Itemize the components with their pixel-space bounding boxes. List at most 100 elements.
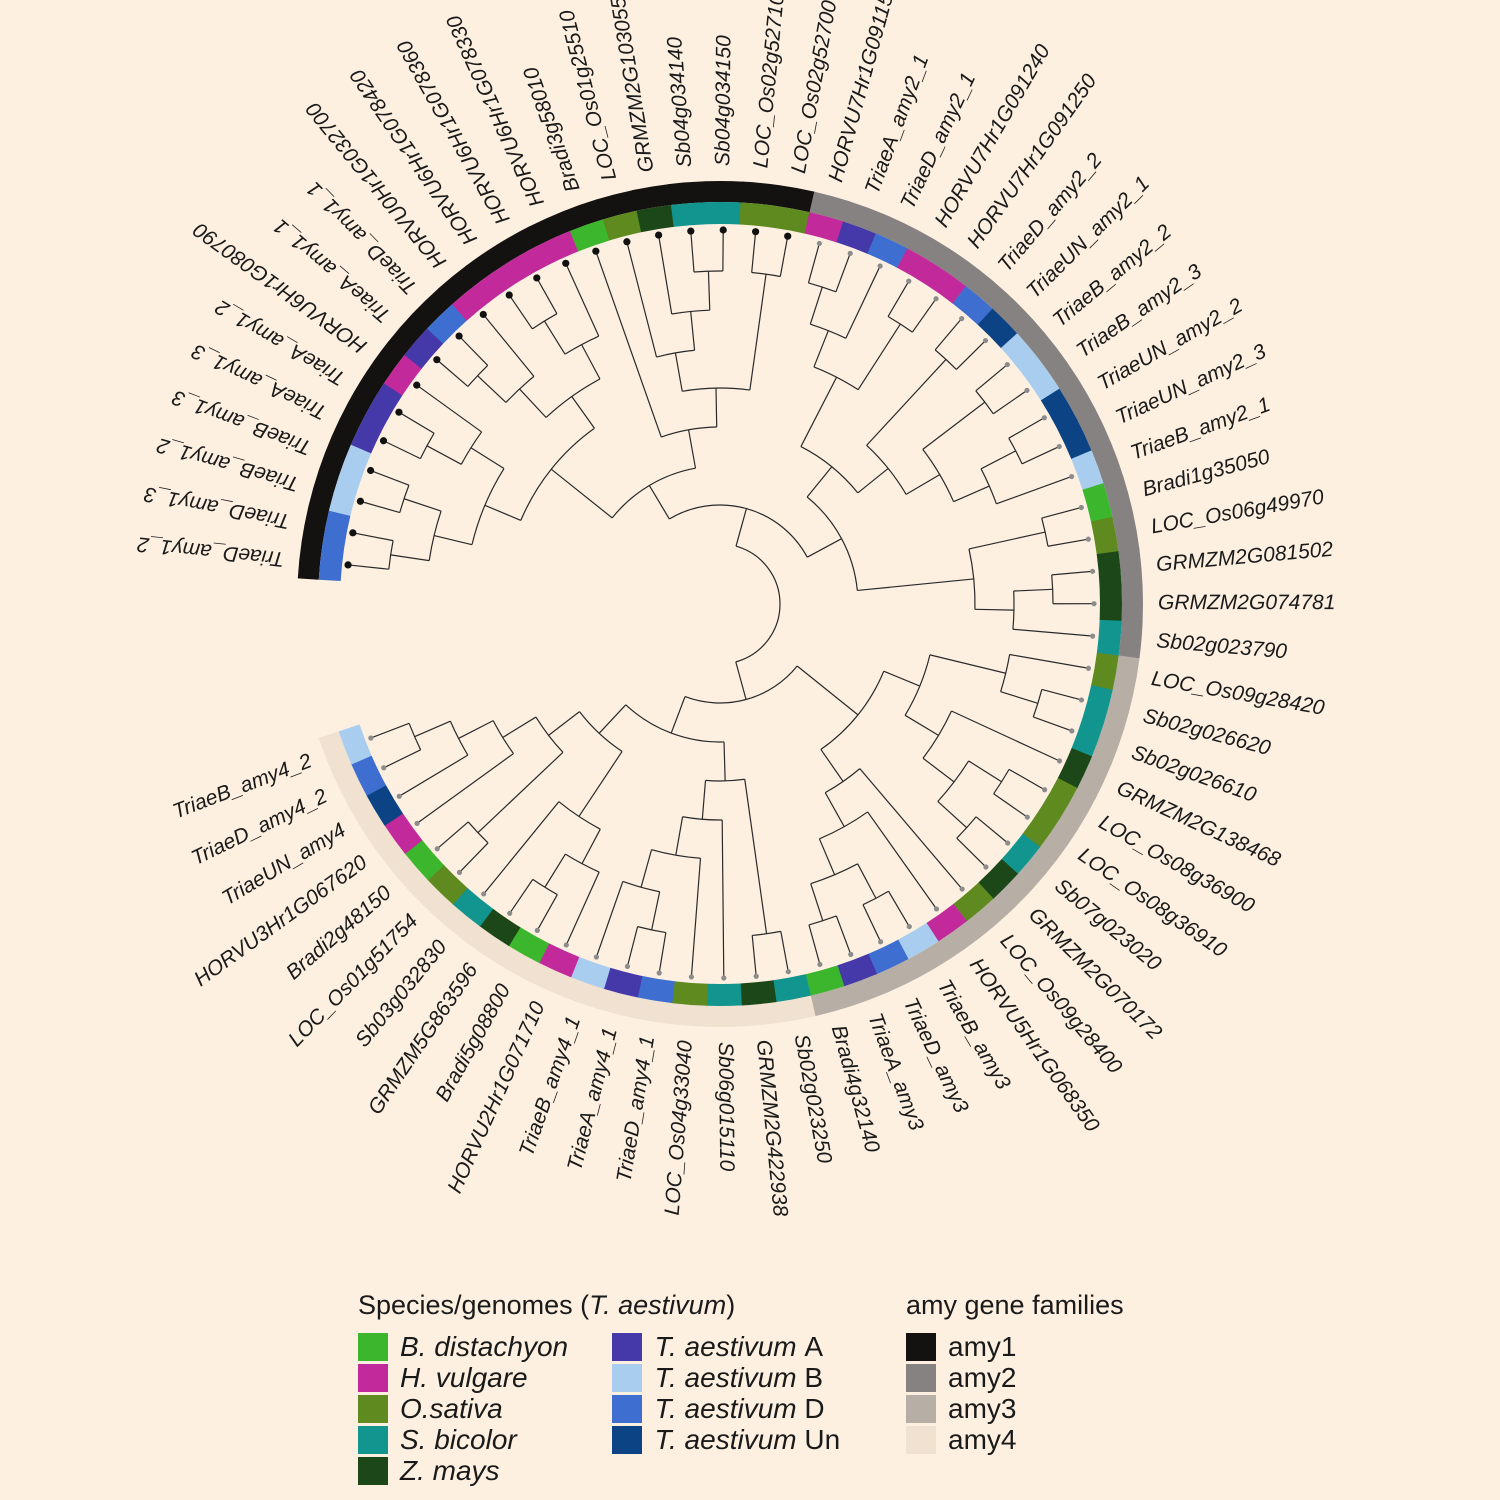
branch-arc: [449, 720, 469, 756]
tip-marker: [533, 274, 541, 282]
legend-item: T. aestivum Un: [612, 1424, 840, 1455]
family-cell-amy1: [411, 288, 453, 329]
family-cell-amy4: [331, 763, 367, 806]
branch: [1033, 716, 1074, 733]
family-cell-amy4: [529, 962, 572, 997]
branch: [779, 234, 789, 277]
family-cell-amy1: [438, 264, 480, 305]
branch: [426, 445, 462, 465]
family-cell-amy1: [347, 371, 385, 414]
tip-marker: [592, 247, 600, 255]
leaf-label: TriaeA_amy1_1: [269, 214, 395, 327]
branch-arc: [460, 431, 483, 465]
branch-arc: [467, 364, 489, 387]
family-cell-amy3: [907, 941, 950, 978]
tip-marker: [959, 315, 965, 322]
legend-label: T. aestivum: [654, 1423, 797, 1455]
leaf-label: GRMZM2G103055: [607, 0, 659, 174]
species-cell: [507, 245, 549, 282]
leaf-label: TriaeD_amy1_2: [136, 532, 286, 570]
tip-marker: [906, 278, 912, 284]
species-cell: [897, 922, 939, 960]
branch: [1047, 538, 1091, 547]
tip-marker: [479, 310, 487, 319]
family-cell-amy3: [810, 986, 851, 1017]
branch: [457, 334, 489, 366]
species-legend-col1: B. distachyon H. vulgare O.sativa S. bicolo…: [358, 1331, 608, 1486]
branch: [929, 654, 1006, 674]
family-cell-amy1: [466, 244, 509, 283]
tip-marker: [878, 939, 884, 945]
branch: [818, 838, 836, 875]
branch: [937, 801, 968, 829]
branch: [1051, 570, 1095, 576]
branch: [571, 396, 595, 429]
family-cell-amy1: [308, 469, 339, 511]
branch: [968, 760, 1002, 783]
family-legend-items: amy1 amy2 amy3 amy4: [906, 1331, 1124, 1455]
legend-item: amy2: [906, 1362, 1124, 1393]
family-cell-amy3: [1103, 689, 1134, 731]
species-cell: [404, 839, 444, 881]
branch: [381, 749, 421, 770]
tip-marker: [381, 765, 387, 771]
branch-arc: [808, 915, 837, 926]
family-cell-amy2: [809, 191, 851, 222]
species-cell: [1096, 551, 1122, 588]
branch: [824, 792, 845, 827]
tip-marker: [1078, 697, 1085, 703]
family-cell-amy4: [597, 988, 638, 1019]
leaf-label: Sb04g034140: [663, 36, 696, 169]
branch: [1008, 416, 1047, 439]
branch: [484, 504, 522, 521]
leaf-label: Sb04g034150: [711, 35, 735, 166]
branch: [345, 564, 389, 570]
tip-marker: [847, 250, 853, 256]
branch: [922, 401, 986, 450]
tip-marker: [433, 356, 441, 364]
species-cell: [670, 202, 708, 227]
branch: [648, 485, 670, 520]
branch: [820, 749, 844, 782]
species-legend: Species/genomes (T. aestivum) B. distach…: [358, 1290, 840, 1486]
tip-marker: [816, 240, 822, 247]
branch: [975, 816, 1010, 845]
legend-item: T. aestivum D: [612, 1393, 840, 1424]
tip-marker: [368, 735, 374, 741]
family-cell-amy1: [496, 226, 539, 263]
family-cell-amy1: [775, 185, 815, 213]
family-cell-amy3: [876, 959, 919, 994]
branch: [675, 816, 684, 856]
branch: [358, 500, 400, 514]
branch: [904, 714, 939, 736]
species-cell: [1082, 483, 1113, 523]
branch: [1041, 688, 1084, 702]
branch-arc: [419, 432, 435, 459]
species-cell: [338, 444, 372, 485]
tip-marker: [1078, 504, 1084, 511]
legend-label: S. bicolor: [400, 1423, 517, 1455]
family-cell-amy2: [1118, 620, 1143, 659]
legend-label-suffix: B: [796, 1361, 824, 1393]
branch: [751, 229, 757, 273]
tip-marker: [1041, 415, 1047, 421]
branch: [434, 357, 469, 387]
legend-swatch: [358, 1456, 388, 1485]
branch: [867, 811, 939, 911]
tip-marker: [1085, 665, 1092, 671]
tip-marker: [563, 942, 569, 948]
branch: [922, 757, 955, 783]
branch: [548, 711, 580, 736]
species-cell: [569, 219, 610, 252]
branch: [481, 312, 535, 377]
family-cell-amy3: [993, 873, 1034, 915]
family-cell-amy1: [366, 341, 405, 384]
branch: [993, 793, 1030, 819]
tip-marker: [1004, 361, 1010, 368]
branch: [457, 842, 489, 875]
branch: [707, 271, 711, 311]
branch: [751, 935, 757, 979]
tip-marker: [752, 228, 760, 236]
